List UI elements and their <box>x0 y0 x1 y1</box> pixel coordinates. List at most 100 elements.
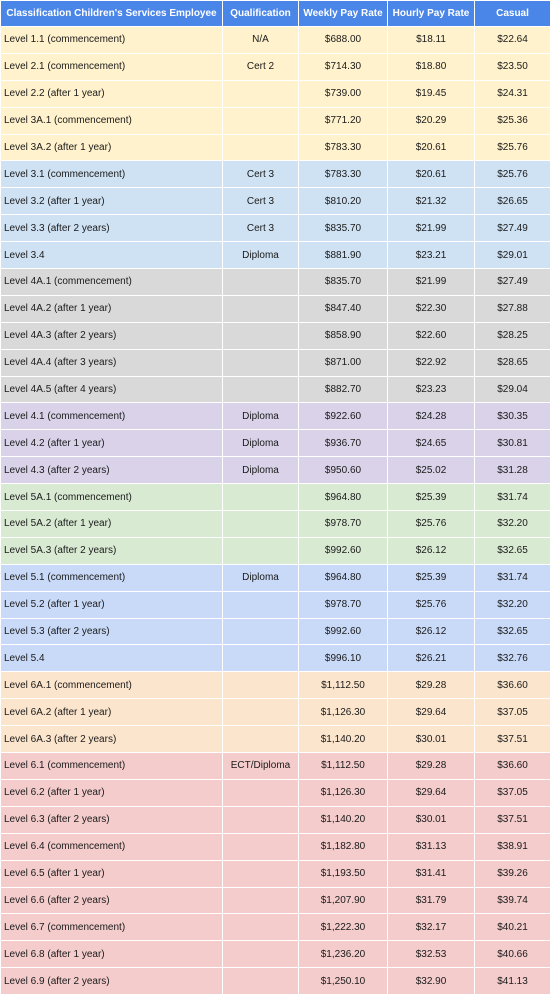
weekly-pay-rate-cell: $847.40 <box>299 295 388 322</box>
weekly-pay-rate-cell: $1,250.10 <box>299 968 388 995</box>
qualification-cell <box>223 591 299 618</box>
weekly-pay-rate-cell: $1,112.50 <box>299 672 388 699</box>
casual-rate-cell: $37.51 <box>475 806 550 833</box>
qualification-cell: Diploma <box>223 242 299 269</box>
hourly-pay-rate-cell: $26.12 <box>388 618 475 645</box>
weekly-pay-rate-cell: $1,126.30 <box>299 779 388 806</box>
classification-cell: Level 6.2 (after 1 year) <box>1 779 223 806</box>
hourly-pay-rate-cell: $31.79 <box>388 887 475 914</box>
hourly-pay-rate-cell: $30.01 <box>388 806 475 833</box>
casual-rate-cell: $26.65 <box>475 188 550 215</box>
casual-rate-cell: $24.31 <box>475 80 550 107</box>
casual-rate-cell: $39.26 <box>475 860 550 887</box>
classification-cell: Level 6A.1 (commencement) <box>1 672 223 699</box>
classification-cell: Level 3.3 (after 2 years) <box>1 215 223 242</box>
weekly-pay-rate-cell: $783.30 <box>299 134 388 161</box>
qualification-cell <box>223 537 299 564</box>
casual-rate-cell: $25.36 <box>475 107 550 134</box>
weekly-pay-rate-cell: $1,236.20 <box>299 941 388 968</box>
weekly-pay-rate-cell: $783.30 <box>299 161 388 188</box>
classification-cell: Level 6.4 (commencement) <box>1 833 223 860</box>
table-row: Level 6.8 (after 1 year)$1,236.20$32.53$… <box>1 941 550 968</box>
table-row: Level 4.3 (after 2 years)Diploma$950.60$… <box>1 457 550 484</box>
weekly-pay-rate-cell: $1,193.50 <box>299 860 388 887</box>
qualification-cell <box>223 699 299 726</box>
hourly-pay-rate-cell: $18.11 <box>388 27 475 54</box>
hourly-pay-rate-cell: $20.29 <box>388 107 475 134</box>
header-hourly-pay-rate: Hourly Pay Rate <box>388 1 475 27</box>
qualification-cell: Diploma <box>223 430 299 457</box>
classification-cell: Level 3.2 (after 1 year) <box>1 188 223 215</box>
qualification-cell: Diploma <box>223 564 299 591</box>
weekly-pay-rate-cell: $996.10 <box>299 645 388 672</box>
classification-cell: Level 4A.1 (commencement) <box>1 269 223 296</box>
hourly-pay-rate-cell: $25.02 <box>388 457 475 484</box>
qualification-cell <box>223 941 299 968</box>
hourly-pay-rate-cell: $29.64 <box>388 779 475 806</box>
table-row: Level 4.2 (after 1 year)Diploma$936.70$2… <box>1 430 550 457</box>
table-body: Level 1.1 (commencement)N/A$688.00$18.11… <box>1 27 550 995</box>
table-row: Level 5.3 (after 2 years)$992.60$26.12$3… <box>1 618 550 645</box>
casual-rate-cell: $31.28 <box>475 457 550 484</box>
casual-rate-cell: $27.88 <box>475 295 550 322</box>
classification-cell: Level 3A.2 (after 1 year) <box>1 134 223 161</box>
qualification-cell <box>223 887 299 914</box>
weekly-pay-rate-cell: $992.60 <box>299 618 388 645</box>
header-weekly-pay-rate: Weekly Pay Rate <box>299 1 388 27</box>
hourly-pay-rate-cell: $25.39 <box>388 564 475 591</box>
hourly-pay-rate-cell: $21.32 <box>388 188 475 215</box>
weekly-pay-rate-cell: $835.70 <box>299 215 388 242</box>
casual-rate-cell: $22.64 <box>475 27 550 54</box>
classification-cell: Level 5A.3 (after 2 years) <box>1 537 223 564</box>
casual-rate-cell: $32.20 <box>475 591 550 618</box>
classification-cell: Level 3.4 <box>1 242 223 269</box>
classification-cell: Level 4.3 (after 2 years) <box>1 457 223 484</box>
weekly-pay-rate-cell: $1,182.80 <box>299 833 388 860</box>
weekly-pay-rate-cell: $936.70 <box>299 430 388 457</box>
qualification-cell <box>223 806 299 833</box>
classification-cell: Level 3.1 (commencement) <box>1 161 223 188</box>
table-row: Level 3A.2 (after 1 year)$783.30$20.61$2… <box>1 134 550 161</box>
table-row: Level 3.3 (after 2 years)Cert 3$835.70$2… <box>1 215 550 242</box>
casual-rate-cell: $28.65 <box>475 349 550 376</box>
classification-cell: Level 5.2 (after 1 year) <box>1 591 223 618</box>
classification-cell: Level 4A.3 (after 2 years) <box>1 322 223 349</box>
table-row: Level 3.1 (commencement)Cert 3$783.30$20… <box>1 161 550 188</box>
casual-rate-cell: $38.91 <box>475 833 550 860</box>
qualification-cell <box>223 645 299 672</box>
classification-cell: Level 4A.2 (after 1 year) <box>1 295 223 322</box>
table-row: Level 6.5 (after 1 year)$1,193.50$31.41$… <box>1 860 550 887</box>
weekly-pay-rate-cell: $739.00 <box>299 80 388 107</box>
weekly-pay-rate-cell: $1,207.90 <box>299 887 388 914</box>
classification-cell: Level 4A.5 (after 4 years) <box>1 376 223 403</box>
table-row: Level 5.4$996.10$26.21$32.76 <box>1 645 550 672</box>
table-header: Classification Children's Services Emplo… <box>1 1 550 27</box>
casual-rate-cell: $31.74 <box>475 484 550 511</box>
classification-cell: Level 6.1 (commencement) <box>1 753 223 780</box>
casual-rate-cell: $32.65 <box>475 537 550 564</box>
hourly-pay-rate-cell: $22.92 <box>388 349 475 376</box>
weekly-pay-rate-cell: $1,222.30 <box>299 914 388 941</box>
qualification-cell <box>223 672 299 699</box>
qualification-cell: Cert 3 <box>223 188 299 215</box>
hourly-pay-rate-cell: $32.90 <box>388 968 475 995</box>
table-row: Level 3.2 (after 1 year)Cert 3$810.20$21… <box>1 188 550 215</box>
casual-rate-cell: $37.05 <box>475 779 550 806</box>
table-row: Level 6.3 (after 2 years)$1,140.20$30.01… <box>1 806 550 833</box>
classification-cell: Level 2.1 (commencement) <box>1 53 223 80</box>
qualification-cell <box>223 484 299 511</box>
classification-cell: Level 6.3 (after 2 years) <box>1 806 223 833</box>
qualification-cell <box>223 295 299 322</box>
qualification-cell <box>223 134 299 161</box>
classification-cell: Level 6.6 (after 2 years) <box>1 887 223 914</box>
table-row: Level 2.1 (commencement)Cert 2$714.30$18… <box>1 53 550 80</box>
weekly-pay-rate-cell: $1,140.20 <box>299 726 388 753</box>
weekly-pay-rate-cell: $881.90 <box>299 242 388 269</box>
qualification-cell: Cert 2 <box>223 53 299 80</box>
weekly-pay-rate-cell: $922.60 <box>299 403 388 430</box>
weekly-pay-rate-cell: $858.90 <box>299 322 388 349</box>
casual-rate-cell: $29.04 <box>475 376 550 403</box>
qualification-cell: Diploma <box>223 457 299 484</box>
hourly-pay-rate-cell: $18.80 <box>388 53 475 80</box>
